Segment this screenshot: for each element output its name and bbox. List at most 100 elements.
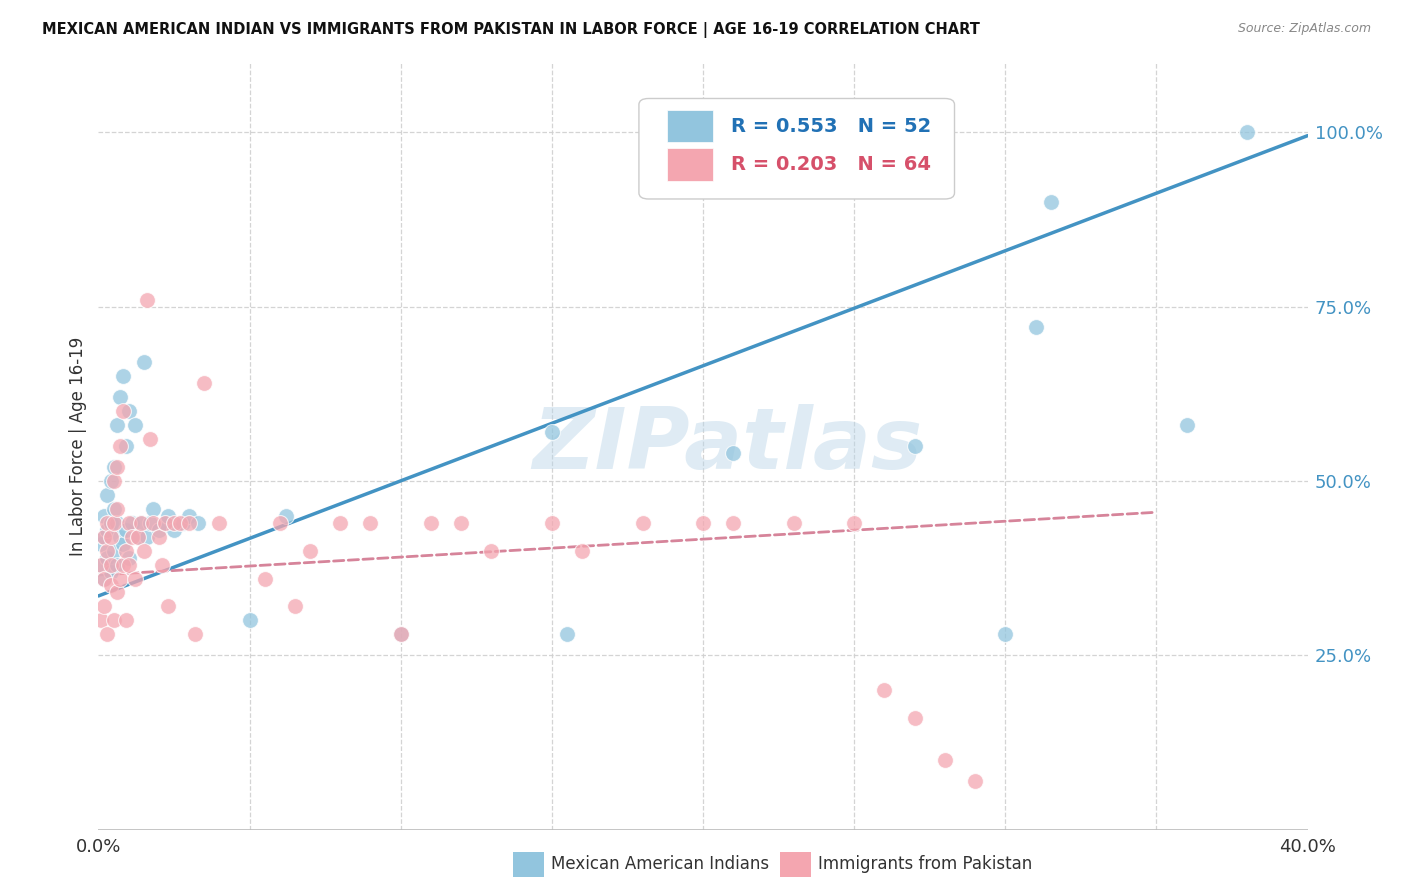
Point: [142, 516, 165, 530]
Bar: [666, 110, 713, 142]
Point: [100, 530, 122, 544]
Point: [135, 530, 157, 544]
Point: [111, 404, 134, 418]
Point: [148, 523, 170, 537]
Point: [127, 530, 149, 544]
Point: [156, 508, 179, 523]
Point: [153, 516, 176, 530]
Point: [96, 523, 118, 537]
Point: [103, 474, 125, 488]
Point: [93, 599, 115, 614]
Point: [187, 516, 209, 530]
Point: [90, 613, 112, 627]
Point: [481, 543, 503, 558]
Text: Immigrants from Pakistan: Immigrants from Pakistan: [818, 855, 1032, 873]
Point: [1039, 194, 1062, 209]
Point: [723, 446, 745, 460]
Point: [208, 516, 231, 530]
Point: [150, 558, 173, 572]
Point: [103, 613, 125, 627]
Point: [103, 459, 125, 474]
Point: [132, 355, 155, 369]
Point: [121, 530, 143, 544]
Text: ZIPatlas: ZIPatlas: [531, 404, 922, 488]
Text: R = 0.553   N = 52: R = 0.553 N = 52: [731, 117, 931, 136]
Point: [994, 627, 1017, 641]
Text: Source: ZipAtlas.com: Source: ZipAtlas.com: [1237, 22, 1371, 36]
Point: [169, 516, 191, 530]
Point: [93, 572, 115, 586]
Point: [132, 543, 155, 558]
Point: [96, 550, 118, 565]
Point: [420, 516, 443, 530]
Point: [121, 516, 143, 530]
Point: [783, 516, 806, 530]
Point: [111, 558, 134, 572]
Point: [139, 432, 162, 446]
Point: [100, 516, 122, 530]
Point: [844, 516, 866, 530]
Point: [153, 516, 176, 530]
Point: [105, 585, 128, 599]
Point: [172, 516, 194, 530]
Point: [193, 376, 215, 391]
Point: [118, 404, 141, 418]
Point: [111, 369, 134, 384]
Point: [142, 501, 165, 516]
Point: [723, 516, 745, 530]
Point: [111, 536, 134, 550]
Point: [100, 578, 122, 592]
Point: [100, 474, 122, 488]
Text: Mexican American Indians: Mexican American Indians: [551, 855, 769, 873]
Point: [96, 543, 118, 558]
Point: [124, 418, 146, 433]
Point: [934, 753, 956, 767]
Point: [904, 711, 927, 725]
Point: [1236, 125, 1258, 139]
Point: [179, 508, 201, 523]
Point: [118, 550, 141, 565]
FancyBboxPatch shape: [638, 98, 955, 199]
Point: [114, 543, 136, 558]
Point: [118, 516, 141, 530]
Point: [540, 516, 562, 530]
Point: [96, 488, 118, 502]
Point: [631, 516, 654, 530]
Point: [100, 558, 122, 572]
Point: [90, 558, 112, 572]
Point: [1175, 418, 1198, 433]
Point: [873, 683, 896, 698]
Point: [571, 543, 593, 558]
Point: [163, 516, 186, 530]
Point: [284, 599, 307, 614]
Point: [129, 516, 152, 530]
Point: [156, 599, 179, 614]
Point: [904, 439, 927, 453]
Point: [114, 523, 136, 537]
Point: [105, 501, 128, 516]
Point: [105, 418, 128, 433]
Text: R = 0.203   N = 64: R = 0.203 N = 64: [731, 155, 931, 174]
Point: [360, 516, 382, 530]
Point: [108, 530, 131, 544]
Point: [965, 773, 987, 788]
Point: [692, 516, 714, 530]
Point: [389, 627, 412, 641]
Point: [108, 572, 131, 586]
Point: [1024, 320, 1046, 334]
Point: [118, 558, 141, 572]
Point: [105, 558, 128, 572]
Point: [540, 425, 562, 439]
Point: [184, 627, 207, 641]
Point: [100, 565, 122, 579]
Point: [114, 439, 136, 453]
Bar: [666, 148, 713, 180]
Point: [103, 501, 125, 516]
Point: [163, 523, 186, 537]
Point: [90, 536, 112, 550]
Point: [127, 530, 149, 544]
Text: MEXICAN AMERICAN INDIAN VS IMMIGRANTS FROM PAKISTAN IN LABOR FORCE | AGE 16-19 C: MEXICAN AMERICAN INDIAN VS IMMIGRANTS FR…: [42, 22, 980, 38]
Point: [274, 508, 297, 523]
Point: [129, 516, 152, 530]
Point: [105, 459, 128, 474]
